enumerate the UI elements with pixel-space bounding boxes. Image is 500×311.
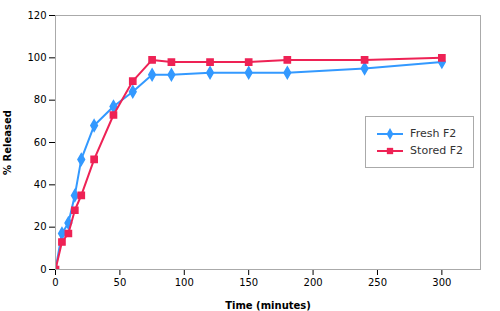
- svg-text:60: 60: [34, 137, 47, 148]
- svg-text:0: 0: [52, 277, 58, 288]
- svg-text:300: 300: [432, 277, 451, 288]
- svg-text:100: 100: [27, 52, 46, 63]
- svg-text:Time (minutes): Time (minutes): [225, 300, 311, 311]
- svg-text:100: 100: [175, 277, 194, 288]
- svg-text:0: 0: [40, 264, 46, 275]
- svg-text:20: 20: [34, 221, 47, 232]
- html-text:Fresh F2: Fresh F2: [410, 127, 457, 140]
- svg-text:120: 120: [27, 10, 46, 21]
- svg-text:50: 50: [114, 277, 127, 288]
- svg-text:% Released: % Released: [2, 110, 13, 175]
- html-text:Stored F2: Stored F2: [410, 144, 463, 157]
- svg-text:80: 80: [34, 94, 47, 105]
- svg-text:200: 200: [304, 277, 323, 288]
- svg-text:150: 150: [239, 277, 258, 288]
- svg-text:250: 250: [368, 277, 387, 288]
- svg-text:40: 40: [34, 179, 47, 190]
